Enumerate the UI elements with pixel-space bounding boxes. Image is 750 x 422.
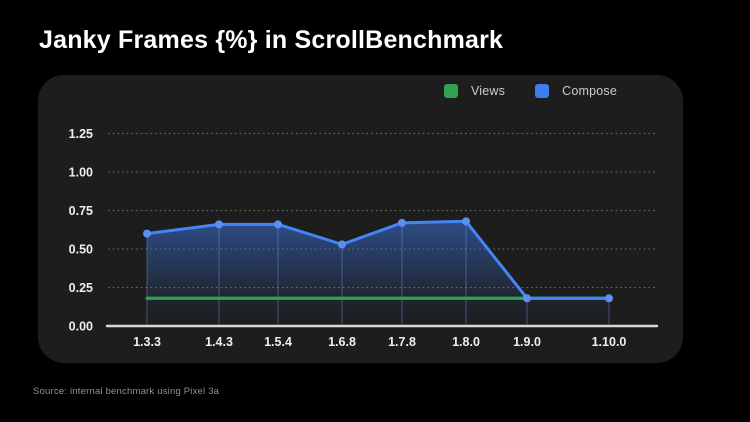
compose-area-fill [147,221,609,326]
compose-data-point-dot [398,218,406,227]
compose-legend-label: Compose [562,84,617,98]
y-tick-label: 0.00 [69,320,93,334]
x-tick-label: 1.9.0 [513,335,541,349]
chart-title: Janky Frames {%} in ScrollBenchmark [39,26,504,54]
source-note: Source: internal benchmark using Pixel 3… [33,386,220,397]
y-tick-label: 0.50 [69,243,93,257]
x-tick-label: 1.3.3 [133,335,161,349]
compose-legend-swatch-icon [535,84,550,98]
x-tick-label: 1.7.8 [388,335,416,349]
chart-panel: Views Compose 0.00 0.25 0.50 0.75 1.00 1.25 1.… [38,75,683,363]
y-tick-label: 1.00 [69,166,93,180]
y-tick-label: 1.25 [69,127,93,141]
compose-data-point-dot [605,294,613,303]
y-tick-label: 0.25 [69,281,93,295]
chart-svg: 0.00 0.25 0.50 0.75 1.00 1.25 1.3.3 1.4.3 1.5.4 1… [69,127,659,349]
views-legend-label: Views [470,84,506,98]
y-tick-label: 0.75 [69,204,93,218]
compose-data-point-dot [523,294,531,303]
x-tick-label: 1.4.3 [205,335,233,349]
legend-item-views: Views [443,84,506,98]
x-tick-label: 1.6.8 [328,335,356,349]
compose-data-point-dot [215,220,223,229]
compose-line [145,219,611,300]
compose-data-point-dot [338,240,346,249]
chart-legend: Views Compose [443,84,617,98]
x-tick-label: 1.10.0 [592,335,627,349]
views-legend-swatch-icon [443,84,458,98]
compose-data-point-dot [143,229,151,238]
legend-item-compose: Compose [535,84,617,98]
compose-data-point-dot [274,220,282,229]
compose-data-point-dot [462,217,470,226]
x-tick-label: 1.5.4 [264,335,292,349]
x-tick-label: 1.8.0 [452,335,480,349]
